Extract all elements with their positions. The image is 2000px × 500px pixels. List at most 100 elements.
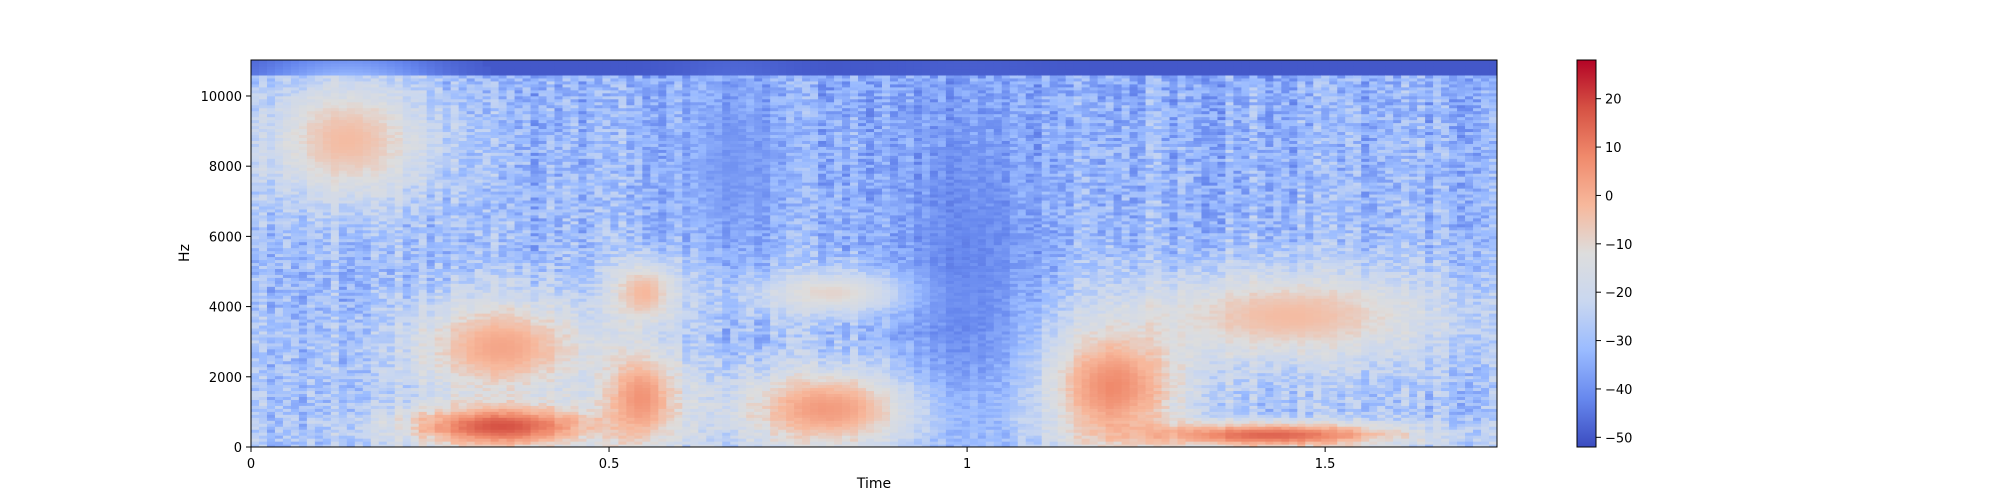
spectrogram-cell (282, 262, 292, 267)
spectrogram-cell (258, 182, 268, 186)
spectrogram-cell (322, 89, 332, 94)
spectrogram-cell (282, 164, 292, 168)
spectrogram-cell (362, 375, 372, 380)
spectrogram-cell (298, 420, 308, 424)
spectrogram-cell (330, 101, 340, 106)
spectrogram-cell (274, 83, 284, 88)
spectrogram-cell (330, 411, 340, 415)
spectrogram-cell (266, 229, 276, 234)
spectrogram-cell (298, 271, 308, 275)
spectrogram-cell (370, 274, 380, 278)
spectrogram-cell (330, 83, 340, 88)
spectrogram-cell (258, 444, 268, 447)
spectrogram-cell (274, 205, 284, 210)
spectrogram-cell (251, 205, 260, 210)
spectrogram-cell (266, 140, 276, 144)
spectrogram-cell (251, 211, 260, 216)
spectrogram-cell (266, 220, 276, 225)
spectrogram-cell (290, 60, 300, 64)
spectrogram-cell (290, 185, 300, 189)
spectrogram-cell (346, 420, 356, 424)
spectrogram-cell (346, 256, 356, 261)
spectrogram-cell (346, 116, 356, 121)
spectrogram-cell (298, 190, 308, 195)
spectrogram-cell (370, 232, 380, 237)
spectrogram-cell (266, 301, 276, 305)
spectrogram-cell (322, 333, 332, 338)
spectrogram-cell (322, 104, 332, 109)
spectrogram-cell (354, 301, 364, 305)
spectrogram-cell (266, 268, 276, 272)
spectrogram-cell (251, 199, 260, 204)
spectrogram-cell (330, 268, 340, 272)
spectrogram-cell (370, 179, 380, 183)
spectrogram-cell (251, 149, 260, 153)
spectrogram-cell (258, 244, 268, 249)
spectrogram-cell (306, 247, 316, 252)
spectrogram-cell (362, 327, 372, 332)
spectrogram-cell (282, 369, 292, 374)
spectrogram-cell (314, 333, 324, 338)
spectrogram-cell (251, 92, 260, 97)
spectrogram-cell (298, 336, 308, 341)
spectrogram-cell (282, 393, 292, 397)
spectrogram-cell (322, 286, 332, 290)
spectrogram-cell (282, 277, 292, 281)
spectrogram-cell (274, 411, 284, 415)
spectrogram-cell (266, 414, 276, 418)
spectrogram-cell (346, 211, 356, 216)
spectrogram-cell (370, 62, 380, 67)
spectrogram-cell (370, 205, 380, 210)
spectrogram-cell (298, 193, 308, 198)
spectrogram-cell (362, 292, 372, 296)
spectrogram-cell (274, 432, 284, 436)
spectrogram-cell (274, 369, 284, 374)
spectrogram-cell (258, 324, 268, 329)
spectrogram-cell (362, 62, 372, 67)
spectrogram-cell (362, 155, 372, 159)
spectrogram-cell (290, 336, 300, 341)
spectrogram-cell (282, 80, 292, 85)
spectrogram-cell (338, 164, 348, 168)
spectrogram-cell (354, 259, 364, 264)
spectrogram-cell (346, 333, 356, 338)
spectrogram-cell (314, 351, 324, 356)
spectrogram-cell (274, 208, 284, 213)
spectrogram-cell (274, 345, 284, 350)
spectrogram-cell (290, 393, 300, 397)
spectrogram-cell (322, 244, 332, 249)
spectrogram-cell (370, 327, 380, 332)
spectrogram-cell (322, 432, 332, 436)
spectrogram-cell (354, 298, 364, 302)
spectrogram-cell (290, 417, 300, 421)
spectrogram-cell (290, 274, 300, 278)
spectrogram-cell (282, 307, 292, 311)
spectrogram-cell (322, 360, 332, 365)
spectrogram-cell (322, 256, 332, 261)
spectrogram-cell (370, 226, 380, 231)
spectrogram-cell (354, 95, 364, 100)
spectrogram-cell (354, 241, 364, 246)
spectrogram-cell (338, 80, 348, 85)
spectrogram-cell (330, 167, 340, 171)
spectrogram-cell (314, 330, 324, 335)
spectrogram-cell (314, 375, 324, 380)
spectrogram-cell (322, 155, 332, 159)
spectrogram-cell (354, 113, 364, 118)
spectrogram-cell (322, 68, 332, 73)
spectrogram-cell (330, 363, 340, 368)
spectrogram-cell (282, 98, 292, 103)
spectrogram-cell (290, 62, 300, 67)
spectrogram-cell (290, 125, 300, 130)
spectrogram-cell (298, 113, 308, 118)
spectrogram-cell (258, 143, 268, 147)
spectrogram-cell (274, 68, 284, 73)
spectrogram-cell (282, 336, 292, 341)
spectrogram-cell (251, 98, 260, 103)
spectrogram-cell (290, 378, 300, 383)
spectrogram-cell (251, 417, 260, 421)
spectrogram-cell (354, 313, 364, 317)
spectrogram-cell (266, 432, 276, 436)
spectrogram-cell (322, 298, 332, 302)
spectrogram-cell (338, 307, 348, 311)
